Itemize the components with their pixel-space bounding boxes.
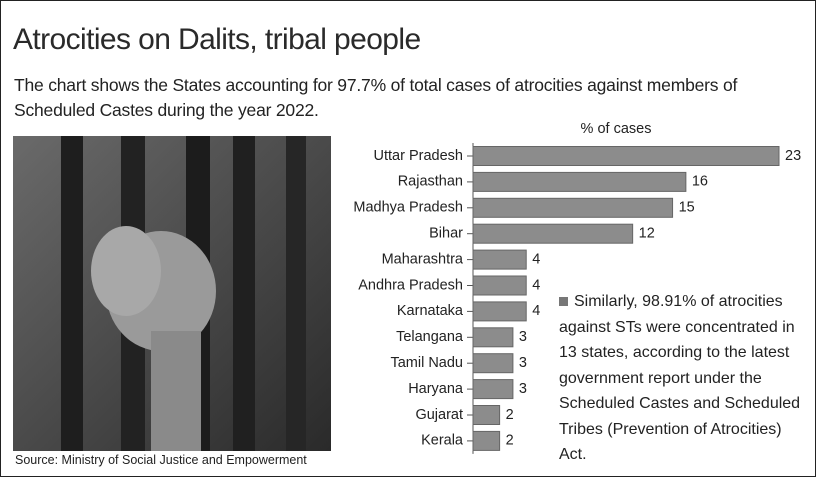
category-label: Uttar Pradesh	[374, 148, 463, 164]
category-label: Madhya Pradesh	[353, 200, 463, 216]
annotation: Similarly, 98.91% of atrocities against …	[559, 289, 809, 468]
category-label: Haryana	[408, 381, 464, 397]
chart-subtitle: The chart shows the States accounting fo…	[14, 75, 738, 120]
value-label: 2	[506, 407, 514, 423]
value-label: 3	[519, 381, 527, 397]
x-axis-label: % of cases	[581, 121, 652, 137]
value-label: 23	[785, 148, 801, 164]
value-label: 16	[692, 174, 708, 190]
category-label: Rajasthan	[398, 174, 463, 190]
bar	[472, 301, 527, 322]
bar	[472, 353, 514, 374]
value-label: 2	[506, 433, 514, 449]
photo	[13, 136, 331, 451]
category-label: Gujarat	[415, 407, 463, 423]
bar	[472, 223, 634, 244]
category-label: Telangana	[396, 329, 464, 345]
category-label: Karnataka	[397, 303, 464, 319]
chart-title: Atrocities on Dalits, tribal people	[13, 23, 421, 56]
bar	[472, 146, 780, 166]
value-label: 3	[519, 355, 527, 371]
bar	[472, 171, 687, 192]
category-label: Bihar	[429, 226, 463, 242]
bar	[472, 249, 527, 270]
category-label: Tamil Nadu	[390, 355, 463, 371]
bar	[472, 327, 514, 348]
value-label: 4	[532, 303, 540, 319]
bar	[472, 430, 501, 451]
value-label: 4	[532, 251, 540, 267]
category-label: Andhra Pradesh	[358, 277, 463, 293]
bar	[472, 275, 527, 296]
value-label: 4	[532, 277, 540, 293]
value-label: 3	[519, 329, 527, 345]
source: Source: Ministry of Social Justice and E…	[15, 453, 307, 467]
bar	[472, 405, 501, 425]
category-label: Kerala	[421, 433, 464, 449]
value-label: 15	[679, 200, 695, 216]
category-label: Maharashtra	[382, 251, 464, 267]
bar	[472, 197, 674, 218]
annotation-text: Similarly, 98.91% of atrocities against …	[559, 293, 801, 463]
bar	[472, 379, 514, 400]
value-label: 12	[639, 226, 655, 242]
